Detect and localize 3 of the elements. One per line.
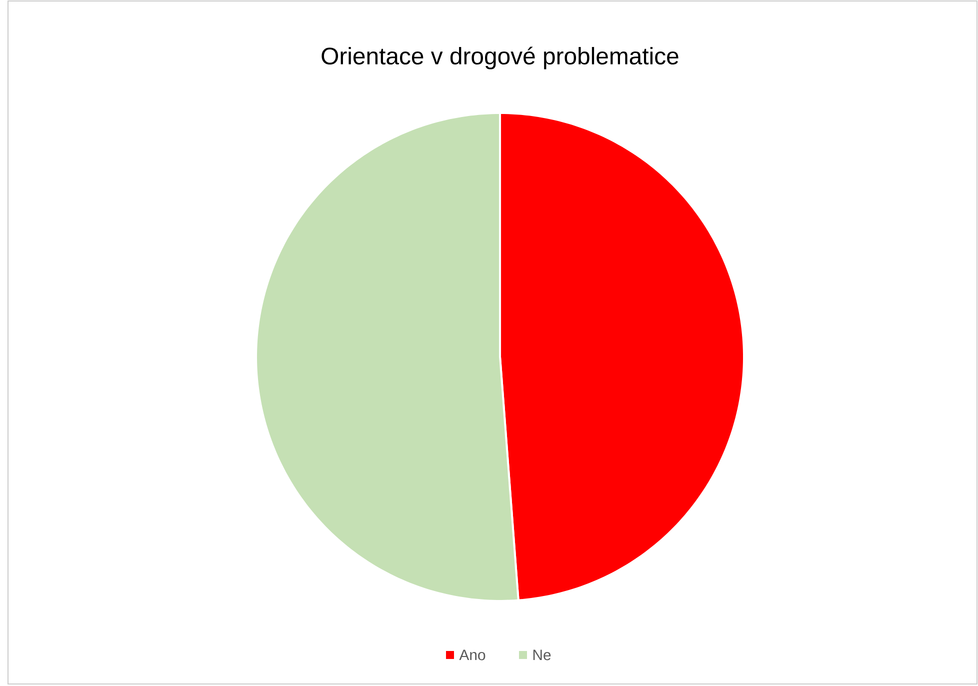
legend-label: Ano bbox=[459, 650, 486, 660]
chart-title: Orientace v drogové problematice bbox=[322, 46, 678, 70]
legend-label: Ne bbox=[533, 650, 551, 660]
